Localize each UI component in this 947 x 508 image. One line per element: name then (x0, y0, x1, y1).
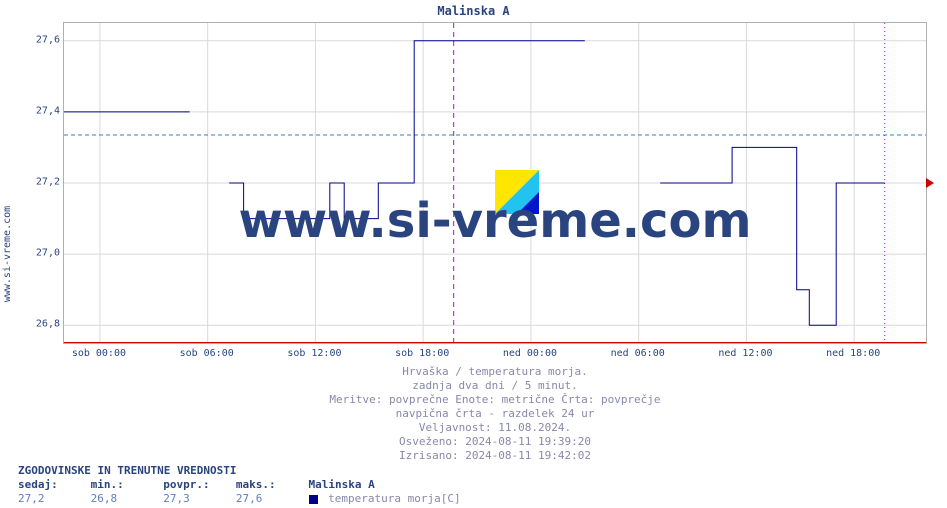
stats-label-row: sedaj: min.: povpr.: maks.: Malinska A (18, 478, 928, 491)
caption-line-3: Meritve: povprečne Enote: metrične Črta:… (63, 393, 927, 407)
chart-container: Malinska A www.si-vreme.com 26,8 27,0 27,2… (0, 0, 947, 508)
station-name: Malinska A (309, 478, 375, 491)
label-avg: povpr.: (163, 478, 229, 491)
y-tick-label: 26,8 (20, 319, 60, 330)
y-axis-source-label: www.si-vreme.com (2, 206, 13, 302)
caption-line-7: Izrisano: 2024-08-11 19:42:02 (63, 449, 927, 463)
y-tick-label: 27,6 (20, 34, 60, 45)
y-tick-label: 27,0 (20, 248, 60, 259)
caption-line-5: Veljavnost: 11.08.2024. (63, 421, 927, 435)
x-tick-label: ned 12:00 (718, 348, 772, 359)
caption-line-4: navpična črta - razdelek 24 ur (63, 407, 927, 421)
y-tick-label: 27,4 (20, 105, 60, 116)
y-tick-label: 27,2 (20, 177, 60, 188)
x-tick-label: sob 06:00 (180, 348, 234, 359)
label-max: maks.: (236, 478, 302, 491)
x-tick-label: sob 12:00 (287, 348, 341, 359)
plot-area: www.si-vreme.com (63, 22, 927, 344)
chart-title: Malinska A (0, 4, 947, 18)
axis-arrow-icon (926, 178, 934, 188)
label-now: sedaj: (18, 478, 84, 491)
caption-line-6: Osveženo: 2024-08-11 19:39:20 (63, 435, 927, 449)
value-avg: 27,3 (163, 492, 229, 505)
legend-color-icon (309, 495, 318, 504)
value-now: 27,2 (18, 492, 84, 505)
x-tick-label: ned 06:00 (611, 348, 665, 359)
x-tick-label: ned 18:00 (826, 348, 880, 359)
caption-line-2: zadnja dva dni / 5 minut. (63, 379, 927, 393)
value-min: 26,8 (91, 492, 157, 505)
plot-svg (64, 23, 926, 343)
x-tick-label: sob 18:00 (395, 348, 449, 359)
x-tick-label: sob 00:00 (72, 348, 126, 359)
caption-line-1: Hrvaška / temperatura morja. (63, 365, 927, 379)
legend-text: temperatura morja[C] (328, 492, 460, 505)
stats-value-row: 27,2 26,8 27,3 27,6 temperatura morja[C] (18, 492, 928, 505)
value-max: 27,6 (236, 492, 302, 505)
history-header: ZGODOVINSKE IN TRENUTNE VREDNOSTI (18, 464, 237, 477)
label-min: min.: (91, 478, 157, 491)
x-tick-label: ned 00:00 (503, 348, 557, 359)
